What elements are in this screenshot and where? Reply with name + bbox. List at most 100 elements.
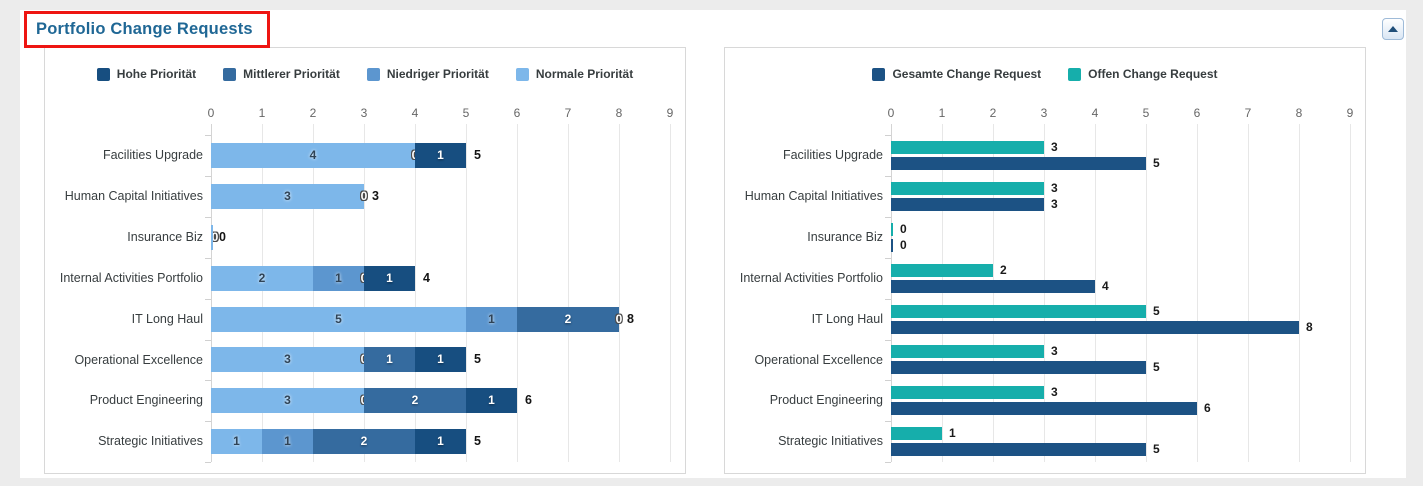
- category-axis-tick: [885, 176, 891, 177]
- bar-segment[interactable]: [211, 142, 415, 168]
- bar-value-label: 4: [1102, 278, 1109, 293]
- bar-value-label: 8: [1306, 319, 1313, 334]
- bar[interactable]: [891, 386, 1044, 400]
- bar[interactable]: [891, 263, 993, 277]
- bar[interactable]: [891, 197, 1044, 211]
- grid-line: [1248, 124, 1249, 462]
- segment-value-label: 1: [437, 434, 444, 449]
- segment-zero-label: 0: [360, 188, 368, 203]
- segment-value-label: 1: [233, 434, 240, 449]
- collapse-button[interactable]: [1382, 18, 1404, 40]
- segment-zero-label: 0: [615, 311, 623, 326]
- bar[interactable]: [891, 427, 942, 441]
- category-label: Strategic Initiatives: [778, 434, 883, 449]
- bar-segment[interactable]: [466, 388, 517, 414]
- segment-value-label: 3: [284, 393, 291, 408]
- total-value-label: 3: [372, 188, 379, 203]
- bar-segment[interactable]: [364, 388, 466, 414]
- total-value-label: 8: [627, 311, 634, 326]
- bar-segment[interactable]: [313, 265, 364, 291]
- legend-item[interactable]: Normale Priorität: [515, 67, 634, 81]
- category-axis-tick: [205, 217, 211, 218]
- segment-value-label: 2: [564, 311, 572, 326]
- bar-segment[interactable]: [313, 429, 415, 455]
- bar-segment[interactable]: [211, 183, 364, 209]
- bar-segment[interactable]: [211, 224, 213, 250]
- category-axis-tick: [885, 340, 891, 341]
- segment-value-label: 3: [284, 352, 291, 367]
- grid-line: [1095, 124, 1096, 462]
- segment-value-label: 2: [258, 270, 266, 285]
- category-axis-tick: [885, 380, 891, 381]
- segment-value-label: 1: [437, 147, 444, 162]
- bar[interactable]: [891, 361, 1146, 375]
- bar-segment[interactable]: [415, 429, 466, 455]
- bar-segment[interactable]: [211, 306, 466, 332]
- y-axis-line: [211, 124, 212, 462]
- grid-line: [262, 124, 263, 462]
- grid-line: [568, 124, 569, 462]
- bar[interactable]: [891, 222, 893, 236]
- bar[interactable]: [891, 402, 1197, 416]
- axis-tick-label: 5: [462, 106, 470, 120]
- title-highlight-annotation: Portfolio Change Requests: [24, 11, 270, 48]
- bar[interactable]: [891, 443, 1146, 457]
- legend-item[interactable]: Offen Change Request: [1068, 67, 1218, 81]
- grid-line: [364, 124, 365, 462]
- legend-label: Normale Priorität: [535, 67, 634, 81]
- category-label: Internal Activities Portfolio: [59, 270, 203, 285]
- grid-line: [1044, 124, 1045, 462]
- axis-tick-label: 6: [513, 106, 521, 120]
- bar-segment[interactable]: [364, 347, 415, 373]
- axis-tick-label: 1: [938, 106, 946, 120]
- grid-line: [415, 124, 416, 462]
- bar-segment[interactable]: [211, 388, 364, 414]
- bar-value-label: 3: [1051, 385, 1058, 400]
- grid-line: [466, 124, 467, 462]
- bar-segment[interactable]: [517, 306, 619, 332]
- legend-swatch: [366, 67, 380, 81]
- category-label: Facilities Upgrade: [102, 148, 203, 162]
- bar-value-label: 5: [1153, 155, 1160, 170]
- bar-segment[interactable]: [262, 429, 313, 455]
- bar[interactable]: [891, 181, 1044, 195]
- total-value-label: 5: [474, 434, 481, 449]
- bar-segment[interactable]: [211, 429, 262, 455]
- bar-segment[interactable]: [415, 347, 466, 373]
- category-axis-tick: [885, 258, 891, 259]
- bar[interactable]: [891, 279, 1095, 293]
- legend-item[interactable]: Gesamte Change Request: [872, 67, 1041, 81]
- bar-segment[interactable]: [415, 142, 466, 168]
- category-label: Facilities Upgrade: [782, 148, 883, 162]
- bar[interactable]: [891, 140, 1044, 154]
- bar-segment[interactable]: [211, 265, 313, 291]
- category-axis-tick: [885, 421, 891, 422]
- bar[interactable]: [891, 238, 893, 252]
- bar-segment[interactable]: [211, 347, 364, 373]
- legend-item[interactable]: Niedriger Priorität: [366, 67, 489, 81]
- bar-segment[interactable]: [364, 265, 415, 291]
- bar-value-label: 1: [949, 426, 956, 441]
- legend-swatch: [223, 67, 237, 81]
- bar[interactable]: [891, 156, 1146, 170]
- category-label: Internal Activities Portfolio: [739, 270, 883, 285]
- bar-value-label: 5: [1153, 442, 1160, 457]
- chart-legend: Hohe Priorität Mittlerer Priorität Niedrig…: [45, 67, 685, 81]
- bar[interactable]: [891, 304, 1146, 318]
- legend-label: Gesamte Change Request: [892, 67, 1042, 81]
- axis-tick-label: 4: [411, 106, 419, 120]
- category-axis-tick: [205, 462, 211, 463]
- segment-value-label: 4: [309, 147, 317, 162]
- bar-segment[interactable]: [466, 306, 517, 332]
- bar[interactable]: [891, 345, 1044, 359]
- grid-line: [1299, 124, 1300, 462]
- bar-value-label: 0: [900, 221, 907, 236]
- category-label: Product Engineering: [769, 393, 883, 408]
- legend-item[interactable]: Mittlerer Priorität: [223, 67, 340, 81]
- bar[interactable]: [891, 320, 1299, 334]
- category-label: Insurance Biz: [807, 229, 883, 244]
- segment-zero-label: 0: [211, 229, 219, 244]
- total-value-label: 0: [219, 229, 226, 244]
- legend-item[interactable]: Hohe Priorität: [96, 67, 196, 81]
- grid-line: [670, 124, 671, 462]
